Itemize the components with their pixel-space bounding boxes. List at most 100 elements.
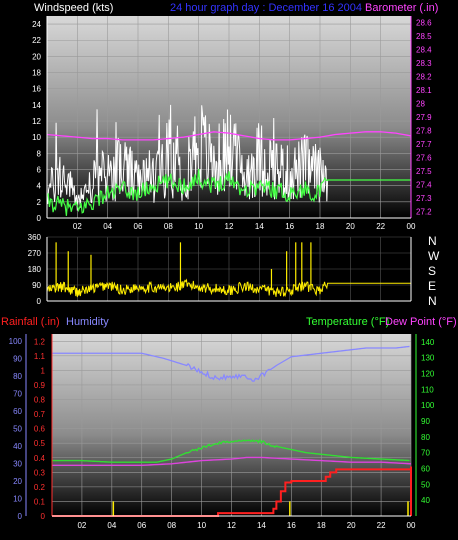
dir-tick-label: 270: [28, 249, 42, 258]
x-tick-label: 00: [407, 521, 416, 530]
y-left-tick-label: 20: [32, 52, 41, 61]
rain-tick-label: 1.2: [34, 337, 46, 346]
temperature-tick-label: 70: [421, 449, 430, 458]
x-tick-label: 08: [167, 521, 176, 530]
series-windspeed: [46, 104, 411, 211]
y-right-tick-label: 28.1: [416, 86, 432, 95]
x-tick-label: 08: [164, 222, 173, 231]
x-tick-label: 18: [317, 521, 326, 530]
temp-grid: [52, 334, 412, 517]
y-right-tick-label: 28.3: [416, 59, 432, 68]
y-right-tick-label: 28.4: [416, 46, 432, 55]
y-left-tick-label: 10: [32, 133, 41, 142]
x-tick-label: 14: [257, 521, 266, 530]
series-wind-direction: [46, 278, 411, 298]
rain-tick-label: 0.1: [34, 497, 46, 506]
y-left-tick-label: 14: [32, 101, 41, 110]
y-right-tick-label: 28.5: [416, 32, 432, 41]
x-tick-label: 00: [407, 222, 416, 231]
y-left-tick-label: 12: [32, 117, 41, 126]
x-tick-label: 06: [137, 521, 146, 530]
y-left-tick-label: 0: [37, 214, 42, 223]
y-right-tick-label: 27.9: [416, 113, 432, 122]
dir-label-e: E: [428, 279, 436, 293]
dir-label-n-top: N: [428, 234, 437, 248]
dir-tick-label: 0: [37, 297, 42, 306]
x-tick-label: 22: [376, 222, 385, 231]
y-left-tick-label: 6: [37, 166, 42, 175]
humidity-tick-label: 0: [18, 512, 23, 521]
y-right-tick-label: 27.8: [416, 126, 432, 135]
temperature-tick-label: 110: [421, 385, 434, 394]
temperature-tick-label: 80: [421, 433, 430, 442]
series-rainfall: [52, 466, 412, 517]
humidity-tick-label: 30: [13, 460, 22, 469]
wind-axes: 02468101214161820222427.227.327.427.527.…: [32, 16, 432, 231]
humidity-tick-label: 60: [13, 407, 22, 416]
humidity-tick-label: 20: [13, 477, 22, 486]
temperature-tick-label: 40: [421, 496, 430, 505]
x-tick-label: 10: [197, 521, 206, 530]
humidity-tick-label: 100: [9, 337, 23, 346]
temp-axes: 0 0.1 0.2 0.3 0.4 0.5 0.6 0.7 0.8 0.9 1 1.1 1.2 0 10 20…: [9, 334, 435, 530]
humidity-tick-label: 80: [13, 372, 22, 381]
temperature-tick-label: 120: [421, 370, 435, 379]
y-right-tick-label: 27.3: [416, 194, 432, 203]
dewpoint-title: Dew Point (°F): [385, 316, 457, 328]
y-left-tick-label: 2: [37, 198, 42, 207]
temperature-tick-label: 100: [421, 401, 435, 410]
humidity-tick-label: 40: [13, 442, 22, 451]
y-right-tick-label: 28.6: [416, 19, 432, 28]
x-tick-label: 20: [346, 222, 355, 231]
y-left-tick-label: 18: [32, 69, 41, 78]
series-humidity: [52, 345, 410, 382]
x-tick-label: 16: [287, 521, 296, 530]
rain-tick-label: 0.7: [34, 410, 46, 419]
y-right-tick-label: 27.5: [416, 167, 432, 176]
x-tick-label: 06: [134, 222, 143, 231]
x-tick-label: 02: [73, 222, 82, 231]
temperature-tick-label: 90: [421, 417, 430, 426]
x-tick-label: 22: [377, 521, 386, 530]
humidity-title: Humidity: [66, 316, 109, 328]
x-tick-label: 12: [225, 222, 234, 231]
rain-tick-label: 1: [41, 366, 46, 375]
series-barometer: [46, 131, 412, 141]
graph-day-title: 24 hour graph day : December 16 2004: [170, 2, 362, 14]
humidity-tick-label: 70: [13, 390, 22, 399]
rainfall-title: Rainfall (.in): [1, 316, 60, 328]
barometer-title: Barometer (.in): [365, 2, 438, 14]
rain-tick-label: 0: [41, 512, 46, 521]
dir-label-s: S: [428, 264, 436, 278]
rain-tick-label: 0.4: [34, 454, 46, 463]
windspeed-title: Windspeed (kts): [34, 2, 113, 14]
humidity-tick-label: 50: [13, 425, 22, 434]
y-left-tick-label: 16: [32, 85, 41, 94]
dir-label-w: W: [428, 249, 440, 263]
rain-tick-label: 0.5: [34, 439, 46, 448]
humidity-tick-label: 10: [13, 495, 22, 504]
dir-label-n-bottom: N: [428, 294, 437, 308]
rain-tick-label: 0.2: [34, 483, 46, 492]
temperature-title: Temperature (°F): [306, 316, 389, 328]
x-tick-label: 14: [255, 222, 264, 231]
y-left-tick-label: 8: [37, 149, 42, 158]
wind-series: [46, 104, 412, 216]
y-right-tick-label: 27.4: [416, 180, 432, 189]
rain-tick-label: 0.3: [34, 468, 46, 477]
humidity-tick-label: 90: [13, 355, 22, 364]
x-tick-label: 16: [285, 222, 294, 231]
x-tick-label: 04: [103, 222, 112, 231]
x-tick-label: 02: [77, 521, 86, 530]
y-right-tick-label: 28: [416, 100, 425, 109]
rain-tick-label: 0.6: [34, 425, 46, 434]
direction-axes: 0 90 180 270 360: [28, 233, 412, 306]
temperature-tick-label: 50: [421, 480, 430, 489]
dir-tick-label: 90: [32, 281, 41, 290]
series-dew-point: [52, 456, 412, 467]
rain-tick-label: 0.8: [34, 396, 46, 405]
y-right-tick-label: 27.7: [416, 140, 432, 149]
temperature-tick-label: 130: [421, 354, 435, 363]
x-tick-label: 18: [316, 222, 325, 231]
